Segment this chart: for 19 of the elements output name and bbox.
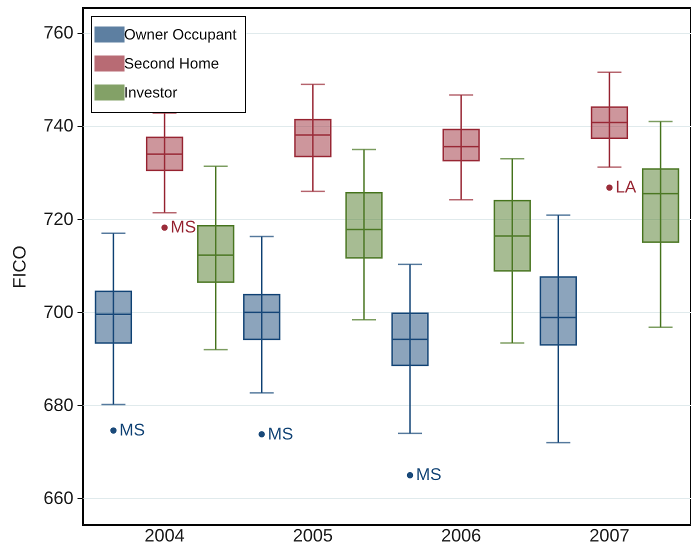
y-axis-title: FICO [9,246,30,288]
y-tick-label: 720 [43,208,74,229]
annotation: MS [119,420,145,440]
annotation: LA [615,178,637,197]
legend-label: Investor [124,84,178,102]
y-tick-label: 740 [43,116,74,136]
x-tick-label: 2006 [441,526,482,546]
y-tick-label: 680 [43,394,74,415]
x-tick-label: 2004 [144,526,185,546]
y-tick-label: 700 [43,302,74,322]
legend-label: Second Home [124,56,220,72]
x-tick-label: 2005 [292,526,333,546]
y-tick-label: 760 [43,22,74,43]
legend-label: Owner Occupant [124,26,238,44]
y-tick-label: 660 [43,488,74,508]
annotation: MS [268,424,294,444]
annotation: MS [170,218,196,237]
x-tick-label: 2007 [589,526,630,546]
annotation: MS [416,465,442,484]
